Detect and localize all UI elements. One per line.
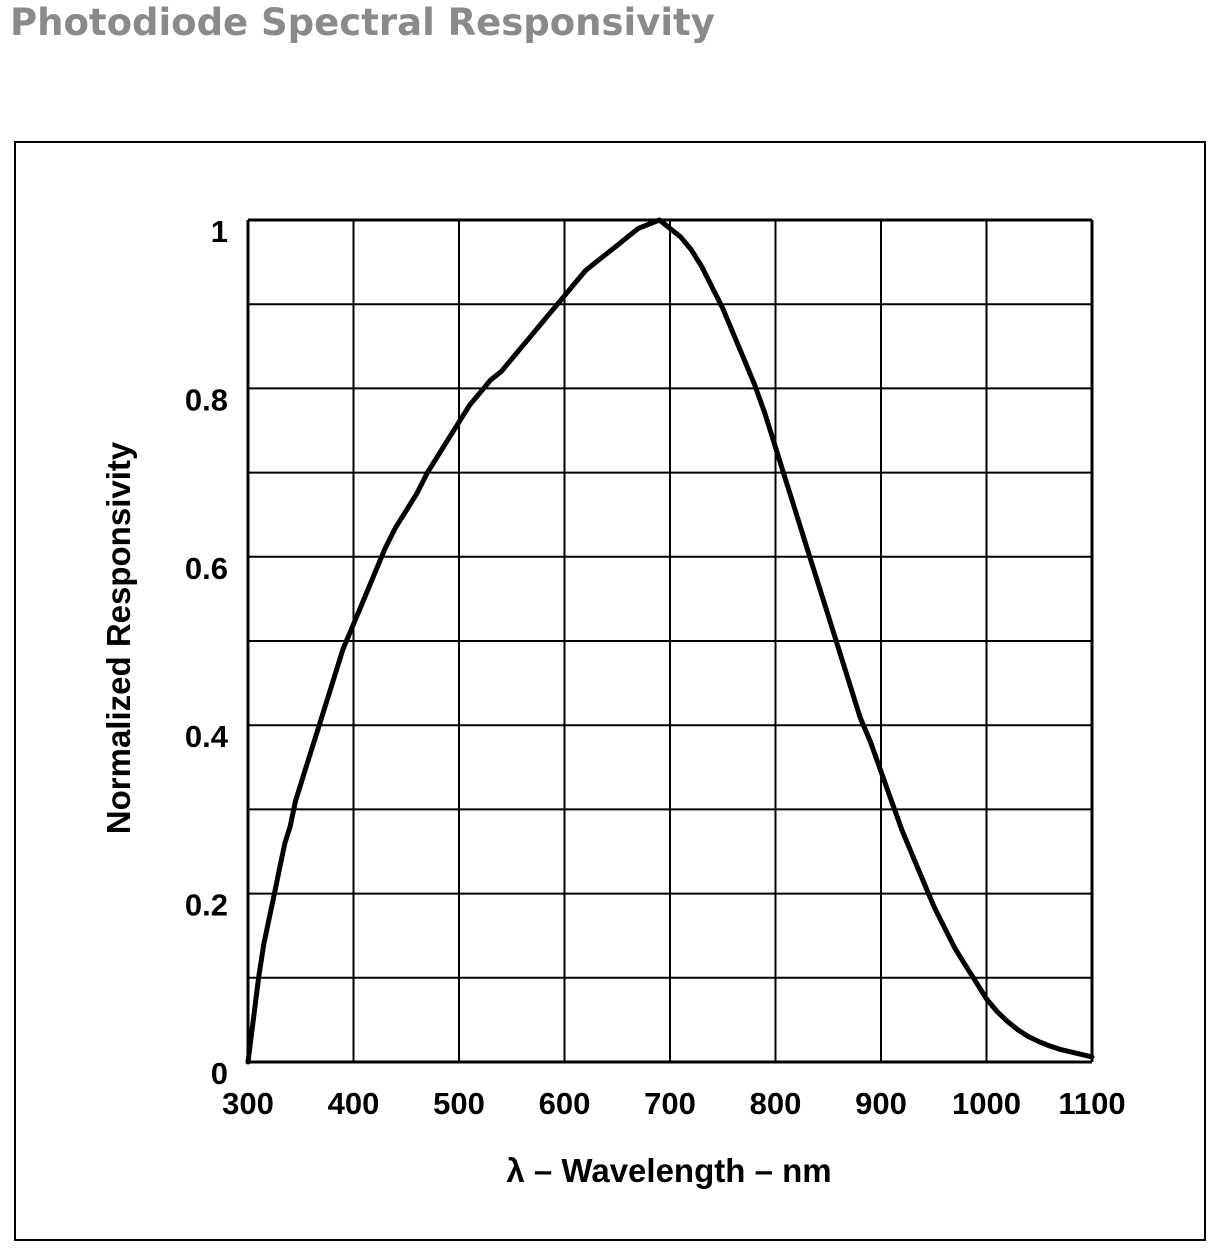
page-title: Photodiode Spectral Responsivity (10, 1, 715, 44)
x-tick-label: 1100 (1058, 1086, 1125, 1121)
x-tick-label: 600 (539, 1086, 591, 1121)
grid-lines (246, 218, 1094, 1064)
y-tick-label: 1 (211, 214, 228, 249)
series-layer (245, 217, 1095, 1065)
x-tick-label: 300 (222, 1086, 274, 1121)
y-tick-label: 0.8 (185, 382, 228, 417)
x-tick-label: 700 (644, 1086, 696, 1121)
x-tick-label: 1000 (952, 1086, 1021, 1121)
x-tick-label: 400 (328, 1086, 380, 1121)
y-tick-label: 0 (211, 1056, 228, 1091)
y-axis-label: Normalized Responsivity (100, 441, 137, 834)
x-tick-label: 800 (750, 1086, 802, 1121)
figure-frame (14, 141, 1206, 1241)
y-tick-label: 0.2 (185, 888, 228, 923)
x-axis-label: λ – Wavelength – nm (506, 1152, 831, 1189)
y-tick-label: 0.6 (185, 551, 228, 586)
x-tick-label: 500 (433, 1086, 485, 1121)
tick-labels: 300 400 500 600 700 800 900 1000 1100 0 0.2 0.4 0.6 0… (185, 214, 1126, 1121)
x-tick-label: 900 (855, 1086, 907, 1121)
responsivity-curve (245, 217, 1095, 1065)
y-tick-label: 0.4 (185, 719, 229, 754)
